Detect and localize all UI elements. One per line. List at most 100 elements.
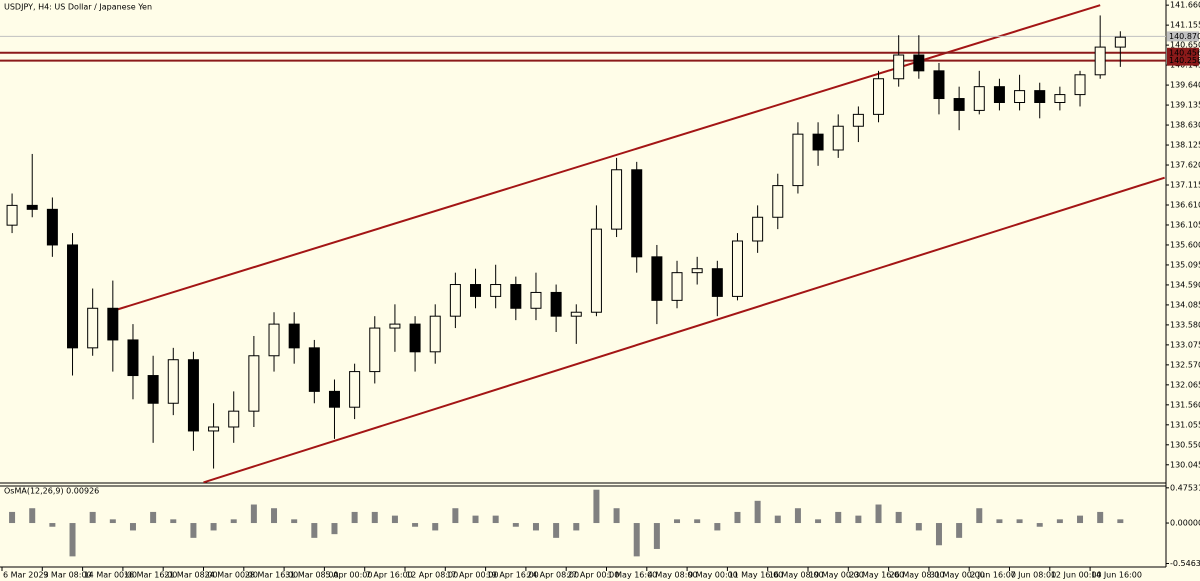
candle-body — [631, 169, 643, 258]
level-label: 140.258 — [1169, 56, 1200, 65]
histogram-bar — [553, 523, 560, 538]
x-tick-label: 21 Mar 08:00 — [164, 571, 217, 580]
x-tick-label: 23 May 16:00 — [849, 571, 904, 580]
y-tick-label: 0.47531 — [1170, 483, 1200, 492]
histogram-bar — [492, 515, 499, 524]
candle-body — [590, 228, 602, 313]
candle-body — [1034, 90, 1046, 103]
candle-body — [288, 323, 300, 349]
x-tick-label: 28 Mar 16:00 — [245, 571, 298, 580]
candle-body — [832, 125, 844, 151]
candle-body — [46, 208, 58, 246]
candle-body — [26, 204, 38, 210]
y-tick-label: 139.135 — [1170, 101, 1200, 110]
y-tick-label: 138.125 — [1170, 141, 1200, 150]
y-tick-label: 139.640 — [1170, 81, 1200, 90]
candle-body — [893, 54, 905, 80]
histogram-bar — [230, 519, 237, 524]
histogram-bar — [190, 523, 197, 538]
histogram-bar — [371, 511, 378, 524]
histogram-bar — [976, 508, 983, 524]
candle-body — [570, 311, 582, 317]
y-tick-label: 135.600 — [1170, 240, 1200, 249]
histogram-bar — [714, 523, 721, 531]
x-tick-label: 5 Apr 00:00 — [325, 571, 372, 580]
y-tick-label: 131.560 — [1170, 400, 1200, 409]
candle-body — [248, 355, 260, 412]
x-tick-label: 7 Apr 16:00 — [366, 571, 413, 580]
candle-body — [852, 113, 864, 127]
candle-body — [651, 256, 663, 301]
y-tick-label: 133.075 — [1170, 340, 1200, 349]
y-tick-label: 140.650 — [1170, 41, 1200, 50]
y-tick-label: 134.590 — [1170, 280, 1200, 289]
histogram-bar — [69, 523, 76, 557]
candle-body — [611, 169, 623, 230]
candle-body — [67, 244, 79, 349]
y-tick-label: 132.065 — [1170, 380, 1200, 389]
histogram-bar — [472, 515, 479, 524]
x-tick-label: 1 May 16:00 — [608, 571, 658, 580]
histogram-bar — [653, 523, 660, 549]
x-tick-label: 27 Apr 00:00 — [567, 571, 619, 580]
histogram-bar — [311, 523, 318, 538]
candle-body — [208, 426, 220, 432]
x-tick-label: 6 Mar 2023 — [3, 571, 49, 580]
candle-body — [1114, 36, 1126, 48]
histogram-bar — [250, 504, 257, 524]
histogram-bar — [452, 508, 459, 524]
x-tick-label: 14 Mar 00:00 — [84, 571, 137, 580]
candle-body — [167, 359, 179, 404]
candle-body — [973, 86, 985, 111]
candle-body — [127, 339, 139, 377]
histogram-bar — [935, 523, 942, 546]
x-tick-label: 26 May 08:00 — [890, 571, 945, 580]
candle-body — [6, 204, 18, 226]
x-tick-label: 12 Jun 00:00 — [1051, 571, 1102, 580]
y-tick-label: 137.620 — [1170, 161, 1200, 170]
y-tick-label: 141.155 — [1170, 21, 1200, 30]
candle-body — [691, 268, 703, 274]
candle-body — [147, 375, 159, 404]
y-tick-label: 131.055 — [1170, 420, 1200, 429]
chart-title: USDJPY, H4: US Dollar / Japanese Yen — [4, 3, 152, 12]
candle-body — [752, 216, 764, 242]
x-tick-label: 16 Mar 16:00 — [124, 571, 177, 580]
histogram-bar — [815, 519, 822, 524]
histogram-bar — [835, 511, 842, 524]
histogram-bar — [150, 511, 157, 524]
histogram-bar — [1097, 511, 1104, 524]
candle-body — [1014, 90, 1026, 103]
histogram-bar — [9, 511, 16, 524]
y-tick-label: 132.570 — [1170, 360, 1200, 369]
x-tick-label: 11 May 16:00 — [728, 571, 783, 580]
x-tick-label: 9 Mar 08:00 — [43, 571, 91, 580]
x-tick-label: 16 May 08:00 — [769, 571, 824, 580]
histogram-bar — [754, 500, 761, 524]
y-tick-label: 130.550 — [1170, 440, 1200, 449]
histogram-bar — [1077, 515, 1084, 524]
histogram-bar — [1117, 519, 1124, 524]
histogram-bar — [674, 519, 681, 524]
level-label-box — [1167, 47, 1199, 58]
histogram-bar — [49, 523, 56, 527]
x-tick-label: 19 May 00:00 — [809, 571, 864, 580]
y-tick-label: 137.115 — [1170, 181, 1200, 190]
y-tick-label: 136.610 — [1170, 200, 1200, 209]
y-tick-label: -0.54631 — [1170, 559, 1200, 568]
candle-body — [731, 240, 743, 297]
histogram-bar — [915, 523, 922, 531]
histogram-bar — [1036, 523, 1043, 527]
trend-line — [114, 4, 1101, 312]
level-label-box — [1167, 55, 1199, 66]
x-tick-label: 2 Jun 16:00 — [970, 571, 1016, 580]
candle-body — [792, 133, 804, 187]
histogram-bar — [1016, 519, 1023, 524]
histogram-bar — [734, 511, 741, 524]
histogram-bar — [532, 523, 539, 531]
x-tick-label: 9 May 00:00 — [688, 571, 738, 580]
price-label: 140.870 — [1169, 32, 1200, 41]
candle-body — [470, 284, 482, 297]
oscillator-title: OsMA(12,26,9) 0.00926 — [4, 487, 99, 496]
